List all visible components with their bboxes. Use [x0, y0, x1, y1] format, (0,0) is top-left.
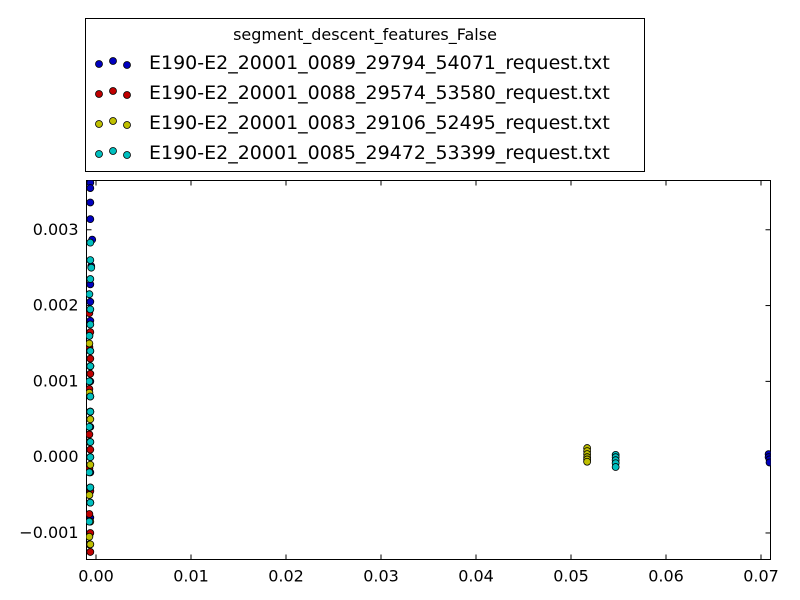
x-tick-label: 0.02: [268, 567, 304, 586]
legend-title: segment_descent_features_False: [233, 25, 497, 45]
data-point: [86, 198, 95, 207]
legend-label: E190-E2_20001_0085_29472_53399_request.t…: [149, 142, 610, 164]
data-point: [87, 263, 96, 272]
legend-entry: E190-E2_20001_0088_29574_53580_request.t…: [95, 82, 610, 104]
data-point: [86, 305, 95, 314]
legend: segment_descent_features_False E190-E2_2…: [85, 18, 645, 172]
data-point: [86, 320, 95, 329]
data-point: [86, 184, 95, 192]
legend-entry: E190-E2_20001_0083_29106_52495_request.t…: [95, 112, 610, 134]
legend-marker: [95, 150, 103, 158]
legend-entry: E190-E2_20001_0085_29472_53399_request.t…: [95, 142, 610, 164]
legend-marker: [109, 87, 117, 95]
y-tick-label: 0.001: [33, 371, 79, 390]
data-point: [86, 362, 95, 371]
data-point: [86, 392, 95, 401]
series-4: [86, 238, 620, 526]
data-point: [86, 468, 94, 477]
data-point: [86, 510, 94, 518]
data-point: [86, 290, 94, 299]
x-tick-label: 0.07: [743, 567, 779, 586]
legend-marker: [123, 121, 131, 129]
data-point: [86, 415, 95, 424]
x-tick-label: 0.00: [78, 567, 114, 586]
x-tick-label: 0.06: [648, 567, 684, 586]
legend-marker: [95, 60, 103, 68]
data-point: [86, 460, 95, 469]
data-point: [86, 491, 94, 499]
data-point: [86, 483, 95, 492]
data-point: [86, 339, 94, 348]
data-point: [86, 422, 94, 431]
legend-marker: [95, 90, 103, 98]
data-point: [86, 347, 95, 355]
y-tick-label: 0.002: [33, 296, 79, 315]
data-point: [86, 369, 95, 378]
data-point: [86, 354, 95, 363]
legend-marker: [109, 147, 117, 155]
data-point: [86, 453, 95, 462]
legend-marker: [109, 57, 117, 65]
data-point: [86, 445, 95, 454]
data-point: [86, 275, 95, 283]
data-point: [86, 540, 95, 549]
legend-label: E190-E2_20001_0089_29794_54071_request.t…: [149, 52, 610, 74]
data-point: [86, 407, 95, 416]
y-tick-label: −0.001: [19, 523, 78, 542]
data-point: [86, 430, 94, 439]
data-point: [765, 458, 771, 467]
legend-marker: [123, 61, 131, 69]
y-axis: −0.001 0.000 0.001 0.002 0.003: [19, 220, 771, 542]
data-point: [86, 548, 95, 556]
data-point: [86, 438, 95, 446]
x-tick-label: 0.04: [458, 567, 494, 586]
data-point: [86, 498, 95, 507]
legend-label: E190-E2_20001_0083_29106_52495_request.t…: [149, 112, 610, 134]
data-point: [86, 331, 94, 340]
legend-marker: [109, 117, 117, 125]
legend-frame: [85, 18, 645, 172]
legend-marker: [123, 91, 131, 99]
x-tick-label: 0.05: [553, 567, 589, 586]
data-point: [86, 377, 94, 386]
data-point: [86, 238, 95, 247]
plot-area: [86, 180, 771, 560]
x-tick-label: 0.03: [363, 567, 399, 586]
legend-marker: [95, 120, 103, 128]
data-point: [86, 256, 95, 264]
data-point: [86, 532, 94, 541]
scatter-points: [86, 180, 771, 556]
data-point: [86, 517, 94, 526]
x-axis: 0.00 0.01 0.02 0.03 0.04 0.05 0.06 0.07: [78, 180, 779, 586]
legend-entry: E190-E2_20001_0089_29794_54071_request.t…: [95, 52, 610, 74]
data-point: [86, 297, 95, 306]
data-point: [611, 463, 620, 471]
x-tick-label: 0.01: [173, 567, 209, 586]
y-tick-label: 0.003: [33, 220, 79, 239]
y-tick-label: 0.000: [33, 447, 79, 466]
data-point: [583, 457, 592, 466]
data-point: [86, 215, 95, 224]
legend-marker: [123, 151, 131, 159]
legend-label: E190-E2_20001_0088_29574_53580_request.t…: [149, 82, 610, 104]
